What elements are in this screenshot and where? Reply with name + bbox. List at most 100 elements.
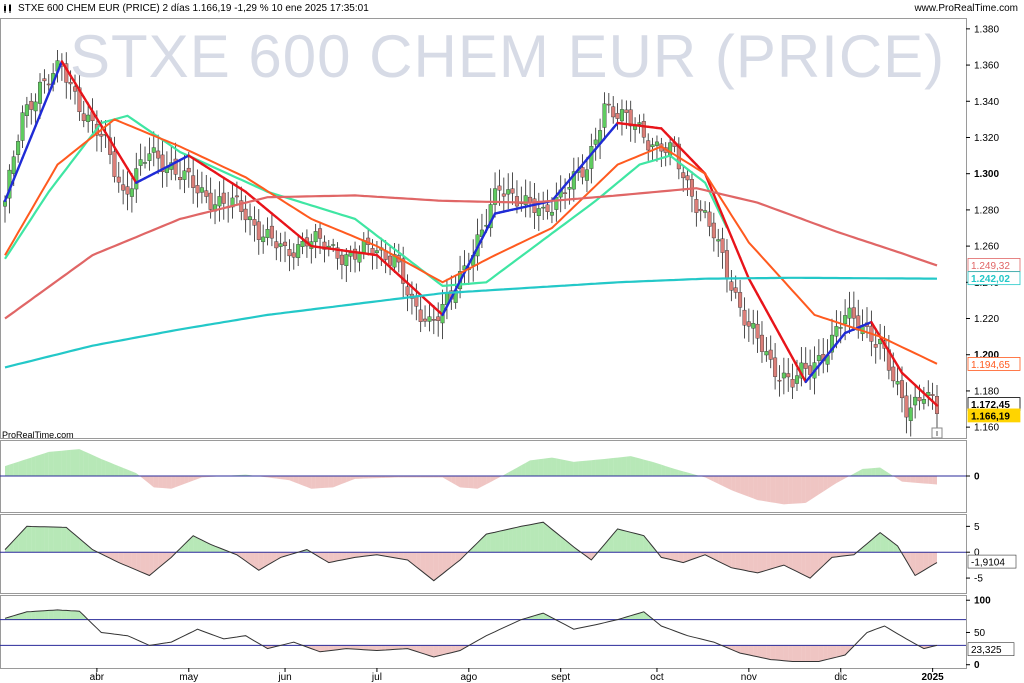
oscillator-fill bbox=[250, 552, 255, 568]
brand-url[interactable]: www.ProRealTime.com bbox=[914, 3, 1018, 14]
overbought-fill bbox=[40, 610, 45, 620]
candle-body bbox=[418, 309, 423, 322]
fast-ma-line bbox=[773, 325, 781, 336]
oscillator-fill bbox=[315, 552, 321, 558]
candle-body bbox=[899, 380, 904, 399]
oversold-fill bbox=[420, 645, 426, 655]
histogram-fill bbox=[18, 460, 23, 476]
fast-ma-line bbox=[931, 400, 939, 407]
histogram-fill bbox=[127, 469, 132, 476]
fast-ma-line bbox=[104, 131, 112, 142]
histogram-fill bbox=[302, 476, 307, 488]
candle-body bbox=[497, 185, 502, 191]
oscillator-fill bbox=[70, 531, 76, 553]
histogram-fill bbox=[845, 476, 850, 479]
oscillator-fill bbox=[525, 524, 531, 553]
oscillator-fill bbox=[880, 532, 885, 553]
overbought-fill bbox=[44, 610, 49, 620]
candle-body bbox=[208, 192, 213, 210]
candle-body bbox=[803, 362, 808, 369]
histogram-fill bbox=[687, 472, 692, 476]
candle-body bbox=[81, 113, 86, 121]
histogram-fill bbox=[910, 476, 916, 483]
oscillator-fill bbox=[788, 552, 793, 570]
candle-body bbox=[129, 188, 134, 197]
oscillator-fill bbox=[621, 530, 627, 553]
candle-body bbox=[493, 188, 498, 205]
histogram-fill bbox=[801, 476, 806, 504]
overbought-fill bbox=[22, 611, 27, 620]
last-value-box bbox=[967, 271, 1021, 286]
histogram-fill bbox=[460, 476, 465, 488]
oscillator-fill bbox=[363, 552, 369, 557]
oscillator-fill bbox=[713, 552, 719, 562]
oscillator-fill bbox=[683, 552, 688, 563]
histogram-fill bbox=[9, 463, 14, 476]
oversold-fill bbox=[748, 645, 754, 656]
oversold-fill bbox=[350, 645, 356, 650]
oscillator-fill bbox=[337, 552, 342, 561]
histogram-fill bbox=[355, 476, 360, 479]
oscillator-fill bbox=[105, 552, 111, 559]
candle-body bbox=[724, 250, 729, 279]
candle-body bbox=[265, 229, 270, 238]
histogram-fill bbox=[293, 476, 299, 484]
candle-body bbox=[580, 167, 585, 178]
fast-ma-line bbox=[870, 320, 877, 331]
oscillator-fill bbox=[451, 552, 456, 567]
oscillator-fill bbox=[884, 535, 889, 553]
y-tick-label: 1.360 bbox=[974, 61, 999, 72]
fast-ma-line bbox=[450, 288, 457, 300]
histogram-fill bbox=[783, 476, 789, 505]
oscillator-fill bbox=[22, 526, 27, 553]
histogram-fill bbox=[897, 476, 902, 482]
histogram-fill bbox=[617, 457, 622, 476]
oversold-fill bbox=[845, 645, 850, 656]
candle-body bbox=[834, 326, 839, 337]
candle-body bbox=[344, 254, 349, 266]
oversold-fill bbox=[753, 645, 758, 657]
oscillator-fill bbox=[499, 530, 504, 553]
last-value-tag: 1.194,65 bbox=[967, 357, 1021, 371]
histogram-fill bbox=[289, 476, 294, 482]
histogram-fill bbox=[775, 476, 780, 504]
oscillator-fill bbox=[245, 552, 251, 565]
fast-ma-line bbox=[108, 138, 116, 149]
histogram-fill bbox=[915, 476, 920, 484]
histogram-fill bbox=[884, 470, 889, 476]
histogram-fill bbox=[543, 458, 548, 476]
candle-body bbox=[68, 82, 73, 85]
histogram-fill bbox=[188, 476, 194, 483]
fast-ma-line bbox=[800, 372, 807, 384]
histogram-fill bbox=[621, 456, 627, 476]
oscillator-fill bbox=[744, 552, 749, 572]
candle-body bbox=[112, 151, 117, 177]
panel-frame bbox=[0, 18, 967, 439]
histogram-fill bbox=[171, 476, 176, 489]
candle-body bbox=[650, 144, 655, 148]
candle-body bbox=[501, 193, 506, 197]
oscillator-fill bbox=[775, 552, 780, 568]
fast-ma-line bbox=[887, 349, 895, 360]
histogram-fill bbox=[468, 476, 474, 489]
oversold-fill bbox=[801, 645, 806, 662]
oscillator-fill bbox=[66, 527, 71, 553]
candle-body bbox=[243, 208, 248, 221]
histogram-fill bbox=[923, 476, 929, 484]
oscillator-last-value: -1,9104 bbox=[971, 558, 1005, 569]
histogram-fill bbox=[840, 476, 846, 481]
overbought-fill bbox=[18, 613, 23, 620]
oscillator-fill bbox=[44, 526, 49, 553]
oscillator-fill bbox=[425, 552, 430, 578]
candle-body bbox=[510, 188, 515, 194]
candle-body bbox=[646, 140, 651, 151]
oscillator-fill bbox=[263, 552, 268, 568]
histogram-fill bbox=[70, 449, 76, 476]
y-tick-label: 1.300 bbox=[974, 169, 999, 180]
histogram-fill bbox=[735, 476, 741, 494]
oscillator-fill bbox=[661, 552, 666, 559]
oscillator-fill bbox=[718, 552, 723, 564]
fast-ma-line bbox=[782, 340, 790, 352]
histogram-fill bbox=[455, 476, 461, 488]
